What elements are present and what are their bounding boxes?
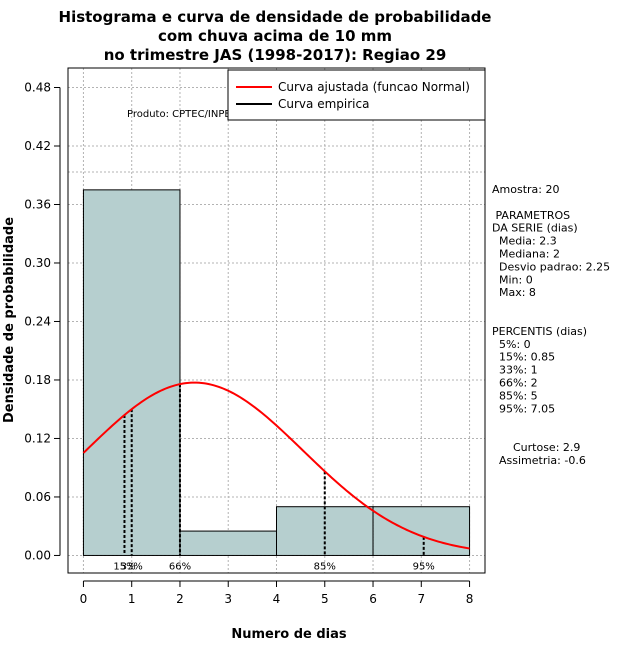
y-tick-label-2: 0.12 <box>24 431 51 445</box>
stats-line: Amostra: 20 <box>492 183 559 196</box>
stats-line: 5%: 0 <box>492 338 531 351</box>
stats-line: 15%: 0.85 <box>492 351 555 364</box>
normal-curve <box>82 381 470 550</box>
stats-line: DA SERIE (dias) <box>492 222 578 235</box>
y-tick-label-7: 0.42 <box>24 139 51 153</box>
y-tick-label-3: 0.18 <box>24 373 51 387</box>
y-tick-label-1: 0.06 <box>24 490 51 504</box>
x-tick-label-2: 2 <box>176 592 184 606</box>
stats-line: PARAMETROS <box>492 209 570 222</box>
percentile-label-3: 85% <box>314 561 336 572</box>
stats-line: Max: 8 <box>492 286 536 299</box>
y-tick-label-4: 0.24 <box>24 314 51 328</box>
x-axis: 0 1 2 3 4 5 6 7 8 <box>80 580 474 606</box>
plot-frame <box>67 67 486 574</box>
x-axis-label: Numero de dias <box>231 627 347 642</box>
title-line-2: com chuva acima de 10 mm <box>158 27 392 45</box>
x-tick-label-0: 0 <box>80 592 88 606</box>
chart-title: Histograma e curva de densidade de proba… <box>59 8 492 64</box>
x-tick-label-3: 3 <box>224 592 232 606</box>
x-tick-label-5: 5 <box>321 592 329 606</box>
stats-line: 95%: 7.05 <box>492 402 555 415</box>
legend-box <box>227 69 486 121</box>
stats-line: 85%: 5 <box>492 389 538 402</box>
y-tick-label-8: 0.48 <box>24 80 51 94</box>
stats-line: Min: 0 <box>492 273 533 286</box>
x-tick-label-4: 4 <box>273 592 281 606</box>
x-tick-label-8: 8 <box>466 592 474 606</box>
y-axis: 0.00 0.06 0.12 0.18 0.24 0.30 0.36 0.42 0.48 <box>24 80 61 562</box>
stats-line: Desvio padrao: 2.25 <box>492 260 610 273</box>
percentile-label-2: 66% <box>169 561 191 572</box>
legend-label-empirical: Curva empirica <box>278 97 369 111</box>
y-tick-label-0: 0.00 <box>24 548 51 562</box>
x-tick-label-1: 1 <box>128 592 136 606</box>
stats-line: Curtose: 2.9 <box>492 441 580 454</box>
stats-line: 66%: 2 <box>492 377 538 390</box>
legend-label-normal: Curva ajustada (funcao Normal) <box>278 80 470 94</box>
percentile-label-4: 95% <box>413 561 435 572</box>
percentile-lines: 15%33% 66% 85% 95% <box>113 384 435 572</box>
legend: Curva ajustada (funcao Normal) Curva emp… <box>227 69 486 121</box>
stats-line: Media: 2.3 <box>492 235 557 248</box>
title-line-3: no trimestre JAS (1998-2017): Regiao 29 <box>104 46 447 64</box>
histogram-bar-3 <box>372 506 471 556</box>
y-tick-label-5: 0.30 <box>24 256 51 270</box>
histogram-bar-1 <box>179 530 278 556</box>
x-tick-label-6: 6 <box>369 592 377 606</box>
title-line-1: Histograma e curva de densidade de proba… <box>59 8 492 26</box>
y-axis-label: Densidade de probabilidade <box>2 217 17 423</box>
percentile-label-1: 33% <box>121 561 143 572</box>
stats-line: Mediana: 2 <box>492 248 560 261</box>
percentile-label-0: 15% <box>113 561 135 572</box>
x-tick-label-7: 7 <box>417 592 425 606</box>
y-tick-label-6: 0.36 <box>24 197 51 211</box>
credit-text: Produto: CPTEC/INPE <box>127 109 231 120</box>
stats-line: 33%: 1 <box>492 364 538 377</box>
stats-line: Assimetria: -0.6 <box>492 454 586 467</box>
stats-line: PERCENTIS (dias) <box>492 325 587 338</box>
